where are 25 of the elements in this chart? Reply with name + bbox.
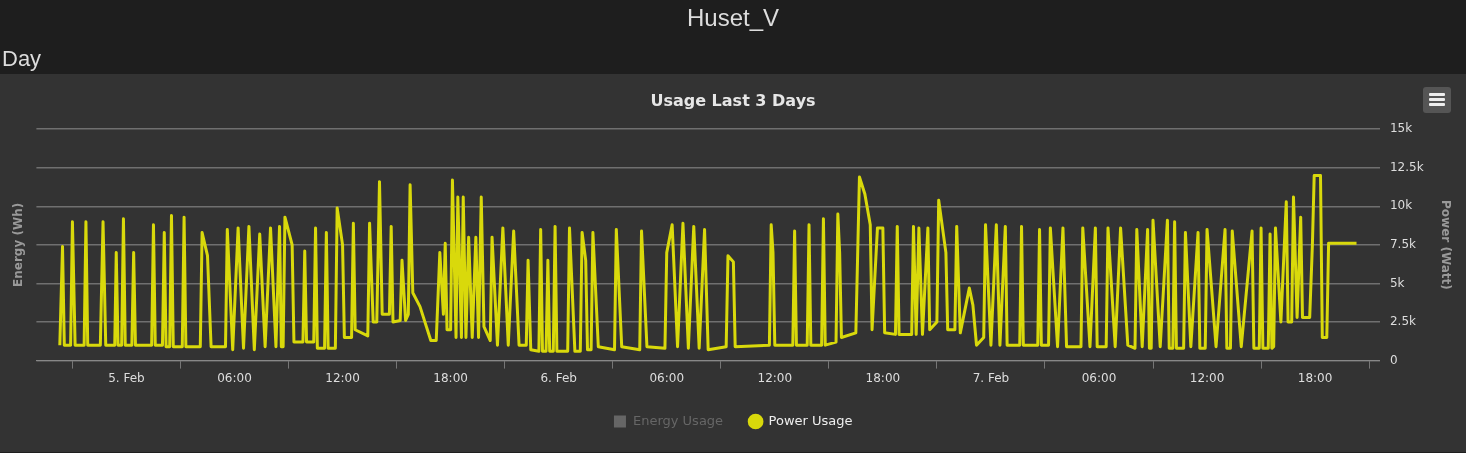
y2-axis-title: Power (Watt) [1438,200,1453,290]
y2-tick-label: 5k [1389,275,1405,290]
text: Huset_V [685,4,781,32]
x-tick-label: 12:00 [325,370,360,385]
y-axis-title: Energy (Wh) [11,202,26,287]
y2-tick-label: 7.5k [1389,237,1417,252]
x-tick-label: 5. Feb [108,370,145,385]
x-tick-label: 18:00 [433,370,468,385]
y2-tick-label: 0 [1389,352,1398,367]
x-tick-label: 18:00 [865,370,901,385]
legend-label: Power Usage [768,412,853,428]
x-tick-label: 18:00 [1297,370,1333,385]
y2-tick-label: 2.5k [1389,314,1417,329]
x-tick-label: 06:00 [1081,370,1117,385]
x-tick-label: 6. Feb [540,370,577,385]
text: Day [2,46,42,72]
x-tick-label: 06:00 [649,370,685,385]
x-tick-label: 7. Feb [972,370,1010,385]
y2-tick-label: 10k [1389,198,1413,213]
x-tick-label: 12:00 [757,370,793,385]
x-tick-label: 12:00 [1189,370,1225,385]
chart-title: Usage Last 3 Days [650,90,816,110]
y2-tick-label: 12.5k [1389,159,1424,174]
y2-tick-label: 15k [1389,121,1413,136]
x-tick-label: 06:00 [217,370,252,385]
